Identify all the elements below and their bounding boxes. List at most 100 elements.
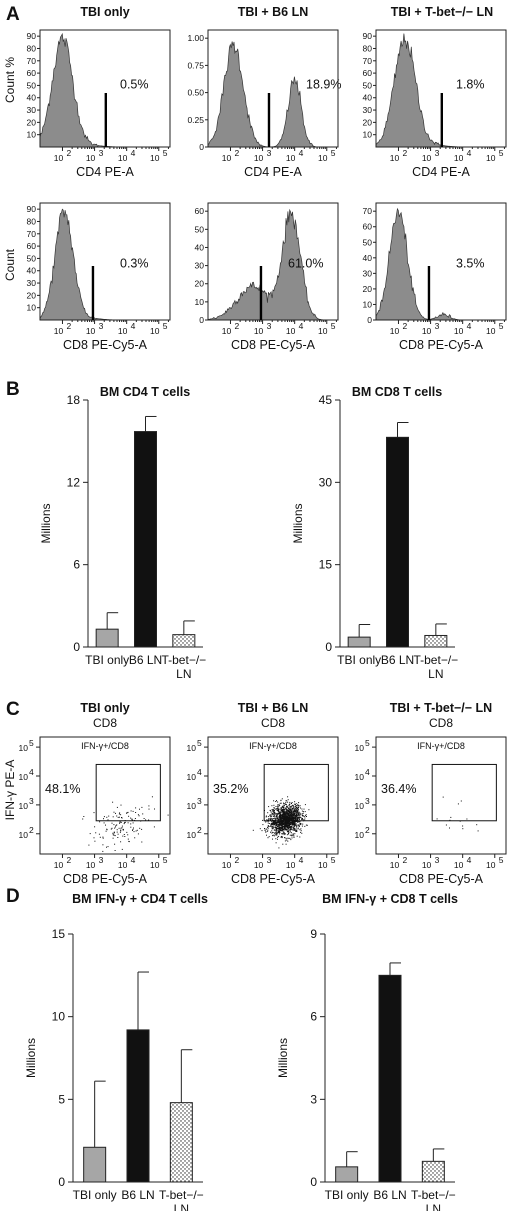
bar (378, 974, 402, 1183)
event-dot (277, 810, 279, 812)
event-dot (276, 823, 278, 825)
gate-percentage: 48.1% (45, 782, 80, 796)
event-dot (288, 804, 290, 806)
event-dot (284, 813, 286, 815)
event-dot (122, 835, 124, 837)
y-tick-exponent: 5 (29, 738, 34, 748)
y-tick-label: 60 (195, 206, 205, 216)
event-dot (296, 809, 298, 811)
event-dot (294, 821, 296, 823)
event-dot (277, 819, 279, 821)
event-dot (284, 826, 286, 828)
event-dot (290, 809, 292, 810)
event-dot (306, 816, 307, 817)
event-dot (102, 837, 104, 839)
event-dot (275, 806, 277, 807)
event-dot (278, 835, 280, 837)
event-dot (265, 831, 266, 833)
plot-frame (207, 29, 339, 148)
event-dot (293, 836, 295, 838)
event-dot (298, 815, 300, 817)
event-dot (82, 818, 84, 820)
event-dot (283, 826, 285, 827)
event-dot (277, 826, 279, 828)
event-dot (271, 828, 273, 830)
event-dot (295, 809, 297, 811)
event-dot (297, 812, 299, 814)
event-dot (89, 833, 91, 835)
event-dot (291, 825, 292, 827)
event-dot (276, 834, 278, 836)
event-dot (282, 833, 284, 835)
event-dot (460, 800, 462, 802)
event-dot (290, 814, 292, 816)
event-dot (276, 825, 278, 827)
event-dot (294, 822, 296, 824)
x-tick-exponent: 3 (99, 148, 104, 158)
event-dot (293, 817, 295, 819)
event-dot (274, 813, 276, 815)
event-dot (264, 828, 266, 830)
event-dot (282, 821, 284, 823)
event-dot (282, 805, 284, 807)
event-dot (270, 818, 272, 820)
event-dot (110, 828, 112, 830)
event-dot (289, 805, 291, 807)
event-dot (145, 819, 147, 821)
event-dot (93, 837, 95, 839)
event-dot (274, 816, 276, 818)
event-dot (285, 818, 287, 819)
event-dot (274, 814, 275, 816)
event-dot (304, 825, 306, 827)
panel-a-title-3: TBI + T-bet−/− LN (391, 5, 493, 19)
plot-frame (39, 202, 171, 321)
event-dot (298, 818, 300, 820)
event-dot (283, 813, 285, 815)
event-dot (282, 826, 284, 827)
event-dot (275, 815, 277, 817)
event-dot (276, 829, 278, 831)
y-tick-label: 30 (319, 475, 333, 489)
event-dot (287, 826, 288, 828)
event-dot (287, 824, 289, 826)
y-tick-exponent: 3 (365, 796, 370, 806)
event-dot (273, 813, 275, 815)
event-dot (282, 819, 284, 821)
event-dot (279, 833, 281, 835)
event-dot (284, 811, 286, 813)
event-dot (297, 803, 299, 805)
event-dot (286, 815, 288, 817)
event-dot (273, 829, 275, 831)
event-dot (436, 818, 438, 820)
x-tick-label: 10 (150, 326, 160, 336)
gate-title: IFN-γ+/CD8 (417, 741, 465, 751)
x-tick-label: 10 (318, 153, 328, 163)
event-dot (286, 805, 288, 807)
event-dot (283, 806, 285, 808)
event-dot (281, 806, 283, 808)
event-dot (280, 826, 282, 828)
event-dot (285, 800, 287, 802)
event-dot (118, 816, 120, 818)
bar (169, 1102, 193, 1183)
event-dot (279, 817, 281, 819)
event-dot (286, 811, 288, 813)
event-dot (114, 827, 116, 829)
event-dot (120, 827, 122, 829)
event-dot (283, 834, 285, 836)
event-dot (284, 824, 286, 826)
event-dot (119, 812, 121, 814)
event-dot (286, 800, 288, 802)
event-dot (477, 830, 479, 832)
event-dot (118, 827, 120, 829)
event-dot (278, 832, 280, 834)
event-dot (280, 799, 282, 801)
y-tick-label: 10 (363, 130, 373, 140)
event-dot (270, 831, 271, 833)
event-dot (288, 823, 290, 825)
x-tick-exponent: 3 (267, 148, 272, 158)
event-dot (295, 814, 297, 815)
event-dot (120, 804, 122, 806)
y-tick-label: 30 (363, 268, 373, 278)
